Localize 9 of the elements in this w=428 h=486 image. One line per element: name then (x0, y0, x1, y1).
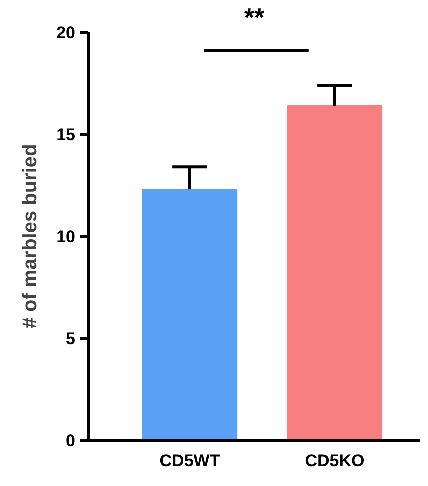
y-tick-label: 0 (66, 432, 76, 450)
y-tick-label: 20 (56, 24, 76, 42)
x-tick-label: CD5KO (305, 452, 365, 470)
x-tick-label: CD5WT (160, 452, 221, 470)
annotation: ** (244, 2, 266, 32)
y-tick-label: 10 (56, 228, 76, 246)
y-tick-label: 5 (66, 330, 76, 348)
y-tick-label: 15 (56, 126, 76, 144)
y-axis-title: # of marbles buried (20, 144, 42, 329)
